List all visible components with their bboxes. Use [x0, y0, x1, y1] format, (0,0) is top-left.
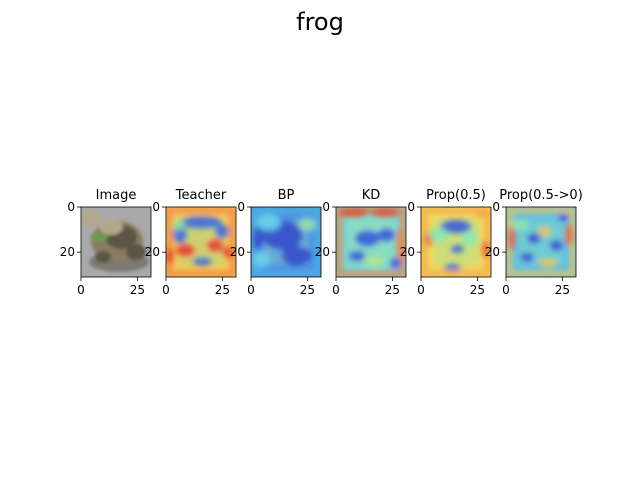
subplot-title: Image [96, 188, 137, 203]
y-tick-label: 20 [400, 245, 415, 259]
subplot-title: Prop(0.5->0) [499, 188, 583, 203]
y-tick-label: 0 [492, 200, 500, 214]
y-tick-label: 0 [237, 200, 245, 214]
frog-photo [81, 207, 151, 277]
figure-suptitle: frog [296, 8, 344, 36]
x-tick-label: 25 [470, 283, 485, 297]
subplot-title: Prop(0.5) [426, 188, 486, 203]
axes-frame [250, 206, 322, 278]
y-tick-label: 20 [145, 245, 160, 259]
attention-heatmap [336, 207, 406, 277]
y-tick-label: 0 [67, 200, 75, 214]
y-tick-label: 20 [60, 245, 75, 259]
subplot-image: Image 0 25 0 20 [60, 188, 152, 297]
subplot-title: Teacher [175, 188, 227, 203]
subplot-title: BP [278, 188, 295, 203]
subplot-grid: Image 0 25 0 20 Teacher 0 25 0 20 BP 0 25 0 20 KD 0 25 0 20… [60, 188, 583, 297]
x-tick-label: 0 [417, 283, 425, 297]
subplot-prop05: Prop(0.5) 0 25 0 20 [400, 188, 492, 297]
x-tick-label: 25 [385, 283, 400, 297]
y-tick-label: 20 [485, 245, 500, 259]
attention-heatmap [251, 207, 321, 277]
x-tick-label: 0 [247, 283, 255, 297]
axes-frame [165, 206, 237, 278]
x-tick-label: 25 [555, 283, 570, 297]
y-tick-label: 20 [230, 245, 245, 259]
subplot-kd: KD 0 25 0 20 [315, 188, 407, 297]
x-tick-label: 25 [130, 283, 145, 297]
y-tick-label: 0 [407, 200, 415, 214]
x-tick-label: 25 [215, 283, 230, 297]
x-tick-label: 25 [300, 283, 315, 297]
x-tick-label: 0 [502, 283, 510, 297]
x-tick-label: 0 [332, 283, 340, 297]
axes-frame [80, 206, 152, 278]
axes-frame [335, 206, 407, 278]
axes-frame [505, 206, 577, 278]
axes-frame [420, 206, 492, 278]
subplot-title: KD [362, 188, 381, 203]
y-tick-label: 0 [322, 200, 330, 214]
subplot-teacher: Teacher 0 25 0 20 [145, 188, 237, 297]
y-tick-label: 0 [152, 200, 160, 214]
attention-heatmap [421, 207, 491, 277]
y-tick-label: 20 [315, 245, 330, 259]
x-tick-label: 0 [77, 283, 85, 297]
x-tick-label: 0 [162, 283, 170, 297]
subplot-bp: BP 0 25 0 20 [230, 188, 322, 297]
attention-heatmap [166, 207, 236, 277]
attention-heatmap [506, 207, 576, 277]
